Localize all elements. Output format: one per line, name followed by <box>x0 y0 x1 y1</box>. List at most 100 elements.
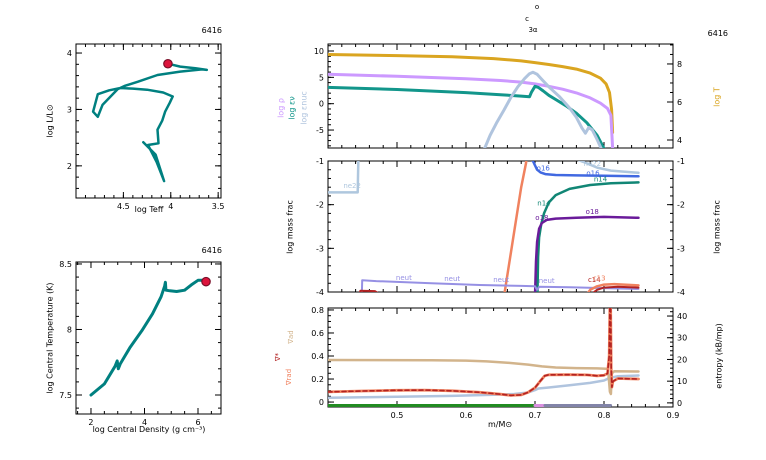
rho-t-model-number: 6416 <box>201 246 222 255</box>
species-label-o18: o18 <box>586 208 599 216</box>
y-tick-label: -4 <box>677 288 685 297</box>
profile_top-frame <box>327 43 674 149</box>
x-tick-label: 0.5 <box>391 411 404 420</box>
y-tick-label: 5 <box>319 73 324 82</box>
entropy-axis-title: entropy (kB/mp) <box>714 323 724 389</box>
x-tick-label: 2 <box>88 418 93 427</box>
mass-frac-left-axis-title: log mass frac <box>285 200 295 254</box>
series-o16 <box>531 161 640 178</box>
series-neut <box>360 279 640 292</box>
panel-rho_t: 2 4 6 7.5 8 8.5 <box>59 260 222 427</box>
x-tick-label: 6 <box>195 418 200 427</box>
abund-frame <box>327 160 674 293</box>
series-log-rho <box>328 72 615 148</box>
species-label-neut: neut <box>444 275 460 283</box>
series-rho-t-track <box>89 278 208 397</box>
grad-ad-axis-title: ∇ad <box>287 330 295 344</box>
hr-x-axis-title: log Teff <box>134 205 164 214</box>
burn-label-o: o <box>534 3 540 11</box>
burn-label-c: c <box>525 15 529 23</box>
series-grad-star <box>328 308 640 397</box>
y-tick-label: 7.5 <box>59 391 72 400</box>
hr-model-number: 6416 <box>201 26 222 35</box>
x-tick-label: 4 <box>168 202 173 211</box>
current-model-marker <box>201 276 211 287</box>
series-log-t <box>328 53 615 134</box>
y-tick-label: 4 <box>677 136 682 145</box>
log-eps-nu-axis-title: log εν <box>287 96 297 120</box>
x-tick-label: 4 <box>142 418 147 427</box>
burn-label-3alpha: 3α <box>528 26 538 34</box>
y-tick-label: 0 <box>319 398 324 407</box>
species-label-neut: neut <box>396 274 412 282</box>
species-label-o16: o16 <box>537 164 551 172</box>
x-tick-label: 0.6 <box>460 411 473 420</box>
series-c14 <box>592 285 640 292</box>
y-tick-label: -3 <box>316 244 324 253</box>
y-tick-label: 40 <box>677 312 687 321</box>
series-h1 <box>503 161 528 292</box>
y-tick-label: 4 <box>67 49 72 58</box>
species-label-o16: o16 <box>586 170 600 178</box>
y-tick-label: -2 <box>677 201 685 210</box>
series-log-eps-nu <box>328 84 606 148</box>
hr-y-axis-title: log L/L⊙ <box>45 104 55 138</box>
y-tick-label: -4 <box>316 288 324 297</box>
y-tick-label: -1 <box>677 157 685 166</box>
log-eps-nuc-axis-title: log εnuc <box>299 91 309 125</box>
species-label-o18: o18 <box>535 214 548 222</box>
series-n14 <box>536 181 640 292</box>
x-tick-label: 4.5 <box>117 202 130 211</box>
y-tick-label: -3 <box>677 244 685 253</box>
species-label-c13: c13 <box>593 274 606 282</box>
species-label-ne22: ne22 <box>583 160 601 168</box>
y-tick-label: 0.6 <box>311 329 324 338</box>
y-tick-label: 8 <box>67 325 72 334</box>
x-tick-label: 0.9 <box>667 411 680 420</box>
y-tick-label: 0.8 <box>311 306 324 315</box>
species-label-neut: neut <box>493 276 509 284</box>
y-tick-label: 0 <box>319 100 324 109</box>
species-label-c14: c14 <box>588 276 601 284</box>
y-tick-label: 20 <box>677 355 687 364</box>
y-tick-label: 10 <box>314 47 324 56</box>
y-tick-label: -2 <box>316 201 324 210</box>
y-tick-label: 10 <box>677 377 687 386</box>
series-log-eps-nuc <box>483 70 603 148</box>
y-tick-label: 0.2 <box>311 375 324 384</box>
y-tick-label: 8.5 <box>59 260 72 269</box>
series-c14 <box>358 289 379 292</box>
y-tick-label: 0 <box>677 399 682 408</box>
series-o18 <box>533 215 640 292</box>
mass-frac-right-axis-title: log mass frac <box>712 200 722 254</box>
y-tick-label: -1 <box>316 157 324 166</box>
y-tick-label: 2 <box>67 162 72 171</box>
series-ne22 <box>328 161 640 194</box>
x-tick-label: 3.5 <box>212 202 225 211</box>
grads-frame <box>327 307 674 408</box>
panel-grads: 0.5 0.6 0.7 0.8 0.9 0 0.2 0.4 0.6 0.8 0 10 20 30 40 <box>311 306 687 420</box>
y-tick-label: 0.4 <box>311 352 324 361</box>
species-label-neut: neut <box>539 277 555 285</box>
grad-rad-axis-title: ∇rad <box>285 368 293 386</box>
series-c13 <box>587 282 640 292</box>
profiles-model-number: 6416 <box>707 29 728 38</box>
species-label-n14: n14 <box>594 175 608 183</box>
species-label-ne22: ne22 <box>343 182 361 190</box>
grad-star-axis-title: ∇* <box>274 352 282 362</box>
log-t-axis-title: log T <box>712 87 722 107</box>
panel-hr: 4.5 4 3.5 2 3 4 <box>67 43 225 211</box>
y-tick-label: 3 <box>67 105 72 114</box>
species-label-n14: n14 <box>537 199 551 207</box>
profiles-x-axis-title: m/M⊙ <box>487 420 513 429</box>
y-tick-label: 30 <box>677 334 687 343</box>
x-tick-label: 0.7 <box>529 411 542 420</box>
series-entropy <box>328 373 640 399</box>
rho-t-x-axis-title: log Central Density (g cm⁻³) <box>92 425 206 434</box>
y-tick-label: 6 <box>677 98 682 107</box>
y-tick-label: 8 <box>677 60 682 69</box>
panel-profile_top: 10 5 0 -5 8 6 4 <box>314 43 682 149</box>
